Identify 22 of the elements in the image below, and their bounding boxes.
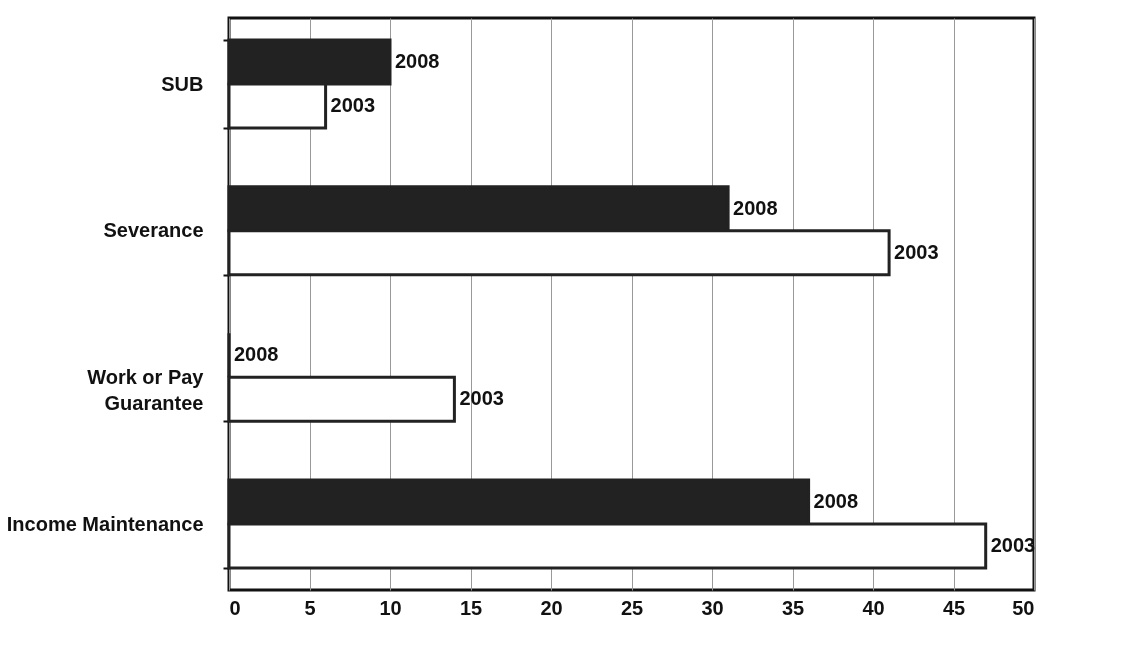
text: 2008 <box>733 196 778 219</box>
x-tick-label: 10 <box>379 596 402 619</box>
x-tick-label: 30 <box>701 596 724 619</box>
text: 2003 <box>459 387 504 410</box>
series-label: 2003 <box>330 94 376 116</box>
x-tick-label: 40 <box>862 596 885 619</box>
y-tick-label: Severance <box>103 219 204 242</box>
y-tick-label: Work or Pay Guarantee <box>87 365 205 414</box>
y-tick-label: Income Maintenance <box>6 512 204 535</box>
x-tick-label: 0 <box>229 596 241 619</box>
text: 2008 <box>234 343 279 366</box>
text: 2003 <box>894 240 939 263</box>
x-tick-label: 5 <box>304 596 316 619</box>
x-tick-label: 45 <box>942 596 966 619</box>
x-tick-label: 20 <box>540 596 563 619</box>
y-tick-label: SUB <box>161 72 204 95</box>
x-tick-label: 35 <box>781 596 805 619</box>
series-label: 2008 <box>395 50 440 72</box>
x-tick-label: 50 <box>1012 596 1035 619</box>
text: 2008 <box>813 490 859 512</box>
x-tick-label: 25 <box>620 596 644 619</box>
x-tick-label: 15 <box>459 596 483 619</box>
